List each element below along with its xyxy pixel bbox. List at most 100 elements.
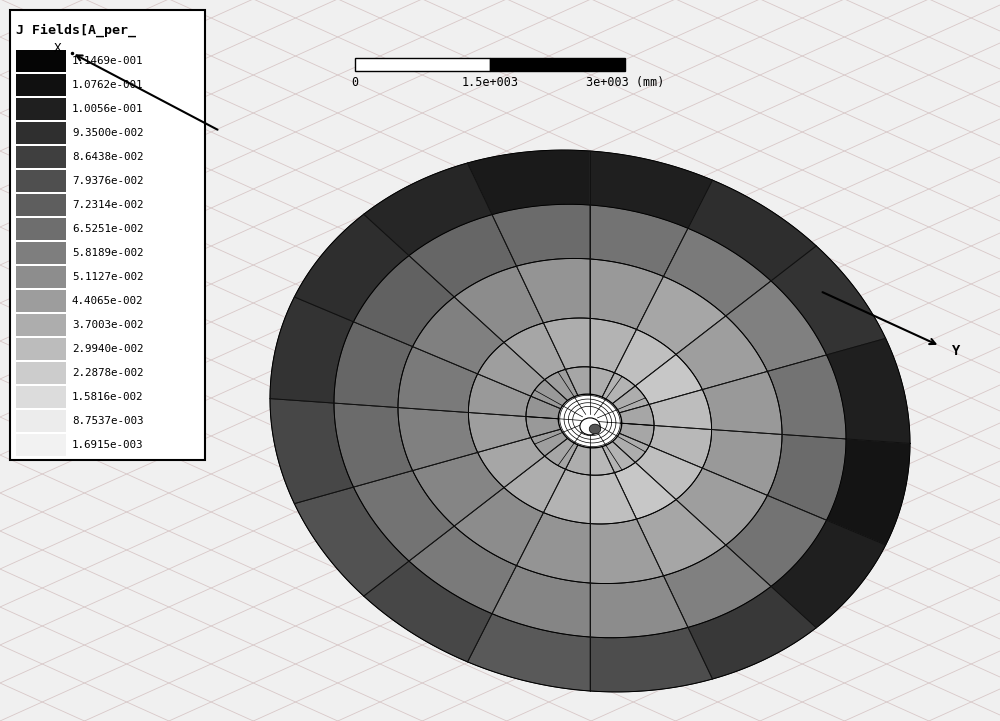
Polygon shape	[454, 487, 543, 565]
Polygon shape	[270, 399, 353, 504]
Polygon shape	[334, 322, 413, 407]
Text: 9.3500e-002: 9.3500e-002	[72, 128, 144, 138]
Polygon shape	[566, 443, 590, 475]
Text: 6.5251e-002: 6.5251e-002	[72, 224, 144, 234]
Text: 8.6438e-002: 8.6438e-002	[72, 152, 144, 162]
Polygon shape	[614, 329, 676, 386]
Polygon shape	[334, 403, 413, 487]
Polygon shape	[398, 347, 478, 412]
Text: J Fields[A_per_: J Fields[A_per_	[16, 24, 136, 37]
Bar	[16, 74, 66, 96]
Polygon shape	[526, 417, 563, 438]
Text: 7.2314e-002: 7.2314e-002	[72, 200, 144, 210]
Bar	[16, 386, 66, 408]
Polygon shape	[590, 576, 688, 638]
Polygon shape	[492, 565, 590, 637]
Polygon shape	[270, 297, 353, 403]
Polygon shape	[649, 425, 712, 468]
Polygon shape	[590, 259, 663, 329]
Polygon shape	[590, 627, 712, 692]
Polygon shape	[702, 430, 782, 495]
Bar	[16, 266, 66, 288]
Bar	[16, 98, 66, 120]
Polygon shape	[413, 297, 504, 374]
Text: 1.0056e-001: 1.0056e-001	[72, 104, 144, 114]
Text: 5.1127e-002: 5.1127e-002	[72, 272, 144, 282]
Polygon shape	[771, 521, 886, 628]
Bar	[16, 218, 66, 240]
Text: 2.2878e-002: 2.2878e-002	[72, 368, 144, 378]
Polygon shape	[526, 397, 563, 419]
Polygon shape	[468, 412, 531, 452]
Text: 8.7537e-003: 8.7537e-003	[72, 416, 144, 426]
Polygon shape	[590, 444, 614, 475]
Polygon shape	[590, 205, 688, 276]
Text: 7.9376e-002: 7.9376e-002	[72, 176, 144, 186]
Polygon shape	[688, 180, 816, 281]
Polygon shape	[702, 371, 782, 435]
Polygon shape	[478, 342, 545, 397]
Polygon shape	[649, 389, 712, 430]
Polygon shape	[478, 438, 545, 487]
Polygon shape	[468, 150, 590, 215]
Text: Y: Y	[952, 344, 960, 358]
Polygon shape	[398, 407, 478, 471]
Polygon shape	[468, 614, 590, 691]
Polygon shape	[637, 276, 726, 355]
Polygon shape	[409, 215, 517, 297]
Polygon shape	[364, 163, 492, 255]
Bar	[10, 10, 205, 460]
Ellipse shape	[580, 418, 600, 435]
Polygon shape	[294, 487, 409, 596]
Polygon shape	[827, 439, 910, 545]
Polygon shape	[726, 495, 827, 586]
Text: 1.0762e-001: 1.0762e-001	[72, 80, 144, 90]
Polygon shape	[767, 355, 846, 439]
Bar	[490, 58, 625, 71]
Polygon shape	[635, 355, 702, 404]
Bar	[16, 434, 66, 456]
Polygon shape	[617, 423, 654, 446]
Polygon shape	[590, 319, 637, 373]
Polygon shape	[543, 318, 590, 369]
Polygon shape	[531, 428, 570, 456]
Bar	[16, 170, 66, 192]
Text: X: X	[54, 43, 62, 56]
Polygon shape	[353, 255, 454, 347]
Bar	[16, 290, 66, 312]
Polygon shape	[590, 472, 637, 524]
Polygon shape	[294, 214, 409, 322]
Text: 3e+003 (mm): 3e+003 (mm)	[586, 76, 664, 89]
Text: 3.7003e-002: 3.7003e-002	[72, 320, 144, 330]
Polygon shape	[637, 500, 726, 576]
Text: 2.9940e-002: 2.9940e-002	[72, 344, 144, 354]
Bar	[355, 58, 490, 71]
Polygon shape	[676, 316, 767, 389]
Polygon shape	[590, 519, 663, 583]
Polygon shape	[617, 404, 654, 425]
Polygon shape	[601, 440, 635, 472]
Text: 0: 0	[351, 76, 359, 89]
Text: 1.5e+003: 1.5e+003	[462, 76, 518, 89]
Polygon shape	[590, 367, 614, 399]
Polygon shape	[635, 446, 702, 500]
Polygon shape	[558, 394, 622, 448]
Polygon shape	[827, 338, 910, 443]
Polygon shape	[610, 386, 649, 414]
Polygon shape	[413, 452, 504, 526]
Polygon shape	[543, 469, 590, 523]
Polygon shape	[610, 432, 649, 462]
Polygon shape	[676, 468, 767, 545]
Polygon shape	[767, 435, 846, 521]
Bar	[16, 146, 66, 168]
Polygon shape	[504, 456, 566, 513]
Polygon shape	[353, 471, 454, 561]
Bar	[16, 410, 66, 432]
Ellipse shape	[589, 424, 601, 434]
Polygon shape	[566, 367, 590, 398]
Polygon shape	[614, 462, 676, 519]
Text: 4.4065e-002: 4.4065e-002	[72, 296, 144, 306]
Polygon shape	[545, 369, 579, 402]
Polygon shape	[601, 373, 635, 405]
Bar	[16, 122, 66, 144]
